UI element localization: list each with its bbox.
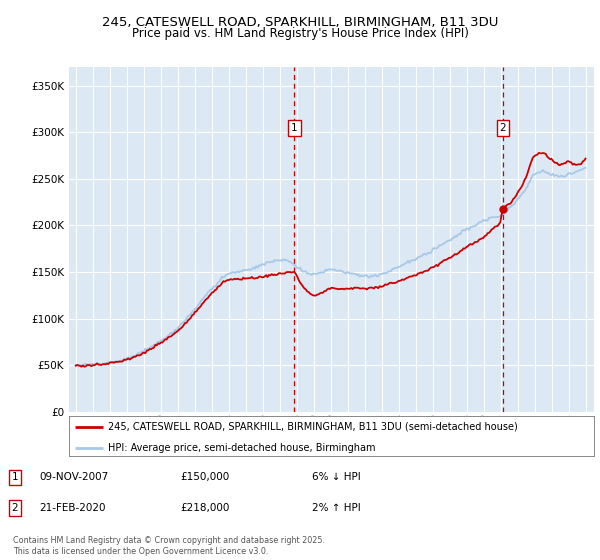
Text: 2: 2 [499,123,506,133]
Text: 2: 2 [11,503,19,513]
Text: 1: 1 [11,472,19,482]
Text: Contains HM Land Registry data © Crown copyright and database right 2025.
This d: Contains HM Land Registry data © Crown c… [13,536,325,556]
Text: 6% ↓ HPI: 6% ↓ HPI [312,472,361,482]
Text: 245, CATESWELL ROAD, SPARKHILL, BIRMINGHAM, B11 3DU: 245, CATESWELL ROAD, SPARKHILL, BIRMINGH… [102,16,498,29]
Text: 245, CATESWELL ROAD, SPARKHILL, BIRMINGHAM, B11 3DU (semi-detached house): 245, CATESWELL ROAD, SPARKHILL, BIRMINGH… [109,422,518,432]
Text: HPI: Average price, semi-detached house, Birmingham: HPI: Average price, semi-detached house,… [109,442,376,452]
Text: £218,000: £218,000 [180,503,229,513]
Text: 21-FEB-2020: 21-FEB-2020 [39,503,106,513]
Text: Price paid vs. HM Land Registry's House Price Index (HPI): Price paid vs. HM Land Registry's House … [131,27,469,40]
Text: 09-NOV-2007: 09-NOV-2007 [39,472,108,482]
Text: £150,000: £150,000 [180,472,229,482]
Text: 2% ↑ HPI: 2% ↑ HPI [312,503,361,513]
Text: 1: 1 [291,123,298,133]
